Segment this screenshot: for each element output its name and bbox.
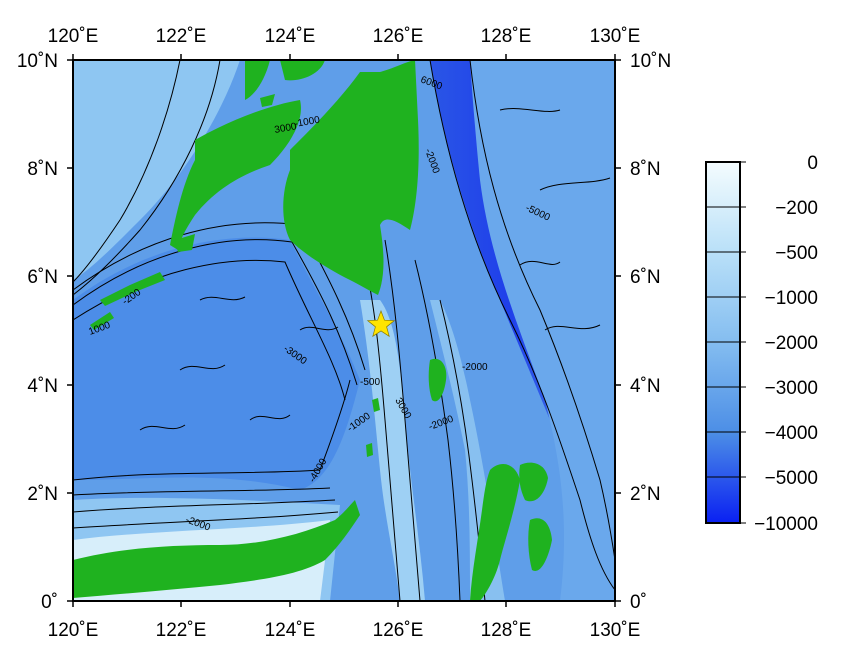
land-halmahera xyxy=(470,464,520,601)
land-mindanao xyxy=(283,60,419,295)
tick-marks xyxy=(67,54,621,607)
lat-label: 6˚N xyxy=(630,267,661,288)
contour-label: -500 xyxy=(360,377,380,388)
map-frame xyxy=(72,59,616,602)
lat-label: 2˚N xyxy=(27,484,58,505)
lat-label: 6˚N xyxy=(27,267,58,288)
lat-label: 10˚N xyxy=(630,51,671,72)
colorbar: 0 −200 −500 −1000 −2000 −3000 −4000 −500… xyxy=(705,153,818,535)
lat-label: 8˚N xyxy=(27,159,58,180)
lat-label: 4˚N xyxy=(27,376,58,397)
lat-label: 0˚ xyxy=(41,592,58,613)
lat-label: 10˚N xyxy=(17,51,58,72)
colorbar-label: −4000 xyxy=(765,423,818,444)
lat-label: 4˚N xyxy=(630,376,661,397)
lat-labels-left: 0˚ 2˚N 4˚N 6˚N 8˚N 10˚N xyxy=(17,51,58,613)
lat-label: 2˚N xyxy=(630,484,661,505)
lon-label: 120˚E xyxy=(48,620,99,641)
colorbar-label: −200 xyxy=(775,198,818,219)
lon-label: 130˚E xyxy=(590,26,641,47)
colorbar-label: −2000 xyxy=(765,333,818,354)
contour-label: -2000 xyxy=(462,362,488,373)
lon-label: 128˚E xyxy=(481,620,532,641)
colorbar-label: −1000 xyxy=(765,288,818,309)
lon-label: 124˚E xyxy=(265,26,316,47)
lon-labels-top: 120˚E 122˚E 124˚E 126˚E 128˚E 130˚E xyxy=(48,26,641,47)
land-talaud xyxy=(428,358,447,402)
colorbar-label: −10000 xyxy=(754,514,818,535)
colorbar-label: −500 xyxy=(775,243,818,264)
lat-labels-right: 0˚ 2˚N 4˚N 6˚N 8˚N 10˚N xyxy=(630,51,671,613)
map-panel: 6000 -2000 -5000 3000 -1000 -200 1000 -3… xyxy=(73,60,615,601)
lon-label: 126˚E xyxy=(373,26,424,47)
colorbar-label: 0 xyxy=(807,153,818,174)
lon-label: 120˚E xyxy=(48,26,99,47)
lon-labels-bottom: 120˚E 122˚E 124˚E 126˚E 128˚E 130˚E xyxy=(48,620,641,641)
land-masses xyxy=(73,60,552,601)
lon-label: 122˚E xyxy=(156,26,207,47)
lat-label: 8˚N xyxy=(630,159,661,180)
lon-label: 130˚E xyxy=(590,620,641,641)
lon-label: 128˚E xyxy=(481,26,532,47)
colorbar-label: −5000 xyxy=(765,468,818,489)
lon-label: 124˚E xyxy=(265,620,316,641)
contour-label: 3000 xyxy=(274,121,298,136)
contour-label: -1000 xyxy=(294,115,322,130)
lon-label: 126˚E xyxy=(373,620,424,641)
star-icon xyxy=(366,310,396,338)
lon-label: 122˚E xyxy=(156,620,207,641)
land-sulawesi xyxy=(73,500,360,598)
colorbar-label: −3000 xyxy=(765,378,818,399)
lat-label: 0˚ xyxy=(630,592,647,613)
